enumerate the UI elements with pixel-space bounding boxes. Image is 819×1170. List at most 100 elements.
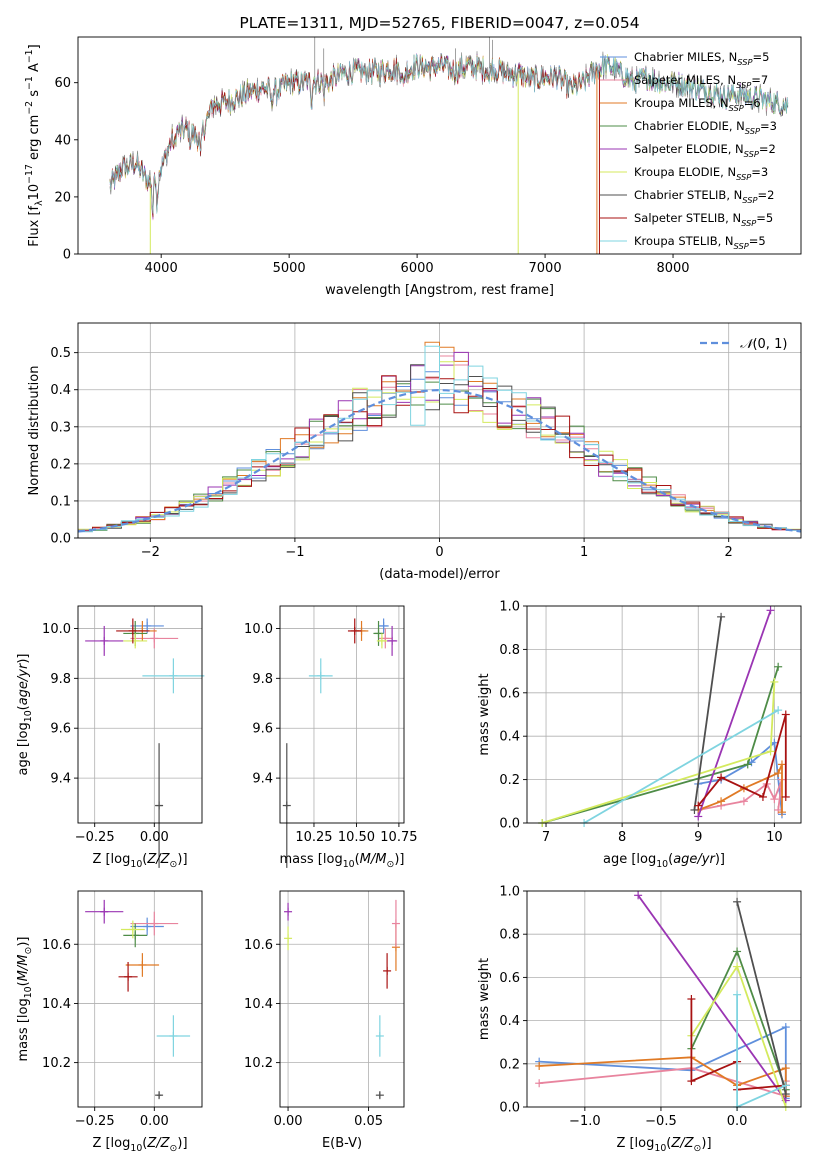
x-axis-label: age [log10(age/yr)] [603, 852, 725, 870]
errorbar-point [130, 628, 179, 649]
x-axis-label: E(B-V) [322, 1136, 362, 1151]
points [284, 899, 400, 1100]
axes-frame [77, 890, 203, 1108]
errorbar-point [387, 625, 398, 656]
series [538, 606, 790, 827]
y-axis-label: mass [log10(M/M⊙)] [16, 937, 34, 1062]
y-tick-label: 0.2 [499, 1057, 520, 1072]
y-tick-label: 9.4 [50, 772, 71, 787]
histograms [78, 341, 801, 534]
y-tick-label: 0.0 [499, 817, 520, 832]
x-tick-label: 7000 [529, 261, 562, 276]
model-kroupa-stelib [109, 53, 789, 214]
y-axis-label: mass weight [477, 958, 492, 1040]
x-tick-label: −1.0 [569, 1114, 601, 1129]
x-tick-label: 10 [766, 830, 783, 845]
errorbar-point [391, 899, 400, 948]
y-tick-label: 0.6 [499, 686, 520, 701]
x-tick-label: 8000 [656, 261, 689, 276]
errorbar-point [130, 917, 164, 936]
tick-labels: 7 8 9 10 0.0 0.2 0.4 0.6 0.8 1.0 [499, 600, 782, 846]
legend: Chabrier MILES, NSSP=5 Salpeter MILES, NS… [600, 50, 777, 251]
tick-labels: 10.25 10.50 10.75 9.4 9.6 9.8 10.0 [244, 622, 417, 845]
x-tick-label: 5000 [273, 261, 306, 276]
x-tick-label: −0.25 [75, 1114, 115, 1129]
tick-labels: −2 −1 0 1 2 0.0 0.1 0.2 0.3 0.4 0.5 [50, 346, 733, 560]
x-tick-label: 0 [435, 545, 443, 560]
errorbar-point [378, 628, 393, 649]
y-tick-label: 10.6 [244, 938, 273, 953]
y-tick-label: 9.8 [252, 672, 273, 687]
y-tick-label: 9.6 [252, 722, 273, 737]
age-vs-Z-panel: −0.25 0.00 9.4 9.6 9.8 10.0 Z [log10(Z/Z⊙)] age… [16, 605, 205, 870]
y-tick-label: 0 [63, 248, 71, 263]
x-tick-label: 4000 [145, 261, 178, 276]
y-tick-label: 0.1 [50, 494, 71, 509]
tick-labels: 0.00 0.05 10.2 10.4 10.6 [244, 938, 383, 1129]
y-tick-label: 0.0 [499, 1101, 520, 1116]
errorbar-point [155, 1091, 164, 1100]
x-tick-label: 6000 [401, 261, 434, 276]
tick-labels: 4000 5000 6000 7000 8000 0 20 40 60 [54, 76, 689, 276]
errorbar-point [120, 920, 145, 939]
errorbar-point [375, 1015, 384, 1057]
errorbar-point [156, 1015, 191, 1057]
tick-labels: −1.0 −0.5 0.0 0.0 0.2 0.4 0.6 0.8 1.0 [499, 885, 747, 1130]
series-kroupa-miles [697, 764, 783, 813]
errorbar-point [284, 926, 293, 951]
figure-title: PLATE=1311, MJD=52765, FIBERID=0047, z=0… [239, 14, 639, 32]
y-tick-label: 0.2 [50, 457, 71, 472]
x-tick-label: 0.0 [727, 1114, 748, 1129]
x-axis-label: Z [log10(Z/Z⊙)] [92, 1136, 187, 1154]
legend-label-chabrier-elodie: Chabrier ELODIE, NSSP=3 [634, 119, 777, 136]
mass-vs-ebv-panel: 0.00 0.05 10.2 10.4 10.6 E(B-V) [244, 890, 405, 1151]
errorbar-point [123, 633, 148, 649]
axes-frame [526, 890, 802, 1108]
residuals-panel: −2 −1 0 1 2 0.0 0.1 0.2 0.3 0.4 0.5 (data-model)/er… [27, 322, 802, 582]
errorbar-point [308, 658, 333, 694]
grid-lines [280, 891, 404, 1107]
y-tick-label: 0.0 [50, 532, 71, 547]
y-tick-label: 0.4 [50, 383, 71, 398]
legend-label-chabrier-stelib: Chabrier STELIB, NSSP=2 [634, 188, 774, 205]
errorbar-point [282, 743, 291, 868]
axes-frame [279, 890, 405, 1108]
y-tick-label: 0.6 [499, 971, 520, 986]
legend-label-salpeter-elodie: Salpeter ELODIE, NSSP=2 [634, 142, 776, 159]
y-tick-label: 9.6 [50, 722, 71, 737]
series-salpeter-elodie [697, 610, 772, 817]
y-tick-label: 20 [54, 190, 71, 205]
y-tick-label: 0.8 [499, 643, 520, 658]
grid-lines [527, 890, 801, 1108]
y-tick-label: 9.8 [50, 672, 71, 687]
y-tick-label: 0.2 [499, 773, 520, 788]
y-tick-label: 0.4 [499, 730, 520, 745]
errorbar-point [378, 618, 389, 634]
y-tick-label: 10.2 [42, 1056, 71, 1071]
x-tick-label: −2 [141, 545, 160, 560]
y-tick-label: 1.0 [499, 885, 520, 900]
errorbar-point [116, 618, 150, 644]
y-axis-label: Normed distribution [27, 366, 42, 496]
points [85, 618, 205, 868]
errorbar-point [85, 625, 124, 656]
series-kroupa-miles [539, 1056, 787, 1097]
errorbar-point [85, 899, 124, 924]
y-axis-label: mass weight [477, 673, 492, 755]
hist-kroupa-stelib [78, 345, 801, 533]
weight-vs-age-panel: 7 8 9 10 0.0 0.2 0.4 0.6 0.8 1.0 age [log10(age/yr… [477, 600, 802, 870]
y-tick-label: 10.0 [42, 622, 71, 637]
y-tick-label: 1.0 [499, 600, 520, 615]
y-tick-label: 10.2 [244, 1056, 273, 1071]
x-tick-label: 0.05 [354, 1114, 383, 1129]
series-chabrier-miles [539, 1025, 787, 1099]
errorbar-point [284, 902, 293, 921]
x-axis-label: Z [log10(Z/Z⊙)] [92, 852, 187, 870]
errorbar-point [142, 658, 205, 694]
y-tick-label: 9.4 [252, 772, 273, 787]
y-tick-label: 60 [54, 76, 71, 91]
axes-frame [77, 36, 802, 255]
legend: 𝒩(0, 1) [700, 337, 787, 352]
errorbar-point [130, 911, 179, 936]
